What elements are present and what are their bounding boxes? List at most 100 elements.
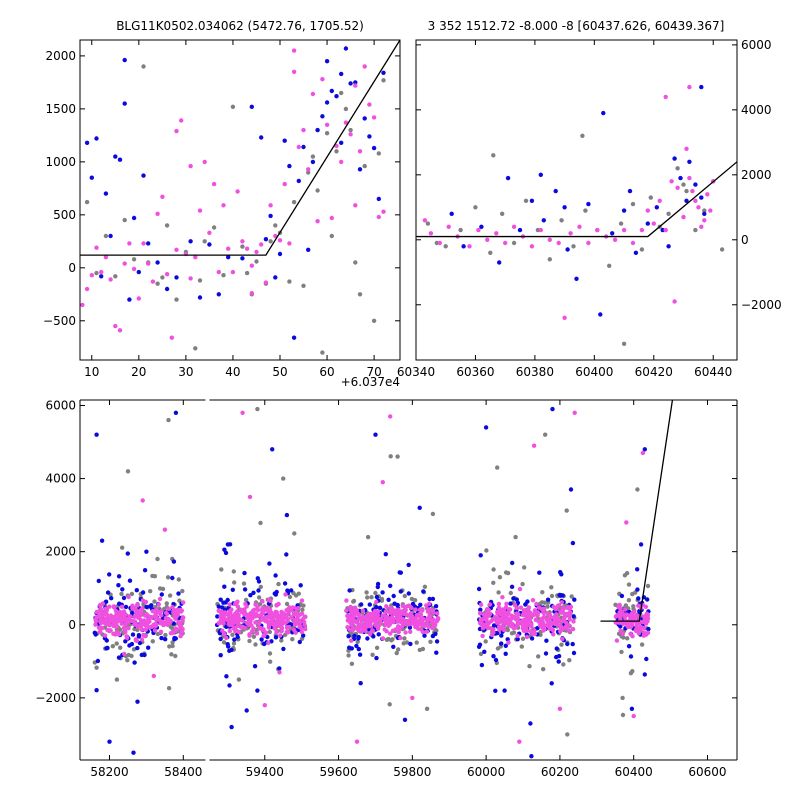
full-point-blue [433, 604, 439, 609]
full-point-pink [548, 614, 553, 619]
zoom-point-gray [131, 257, 137, 262]
zoom-point-blue [353, 80, 358, 85]
full-point-gray [508, 590, 513, 596]
full-point-pink [253, 620, 258, 625]
full-point-pink [283, 620, 288, 625]
full-point-blue [408, 641, 413, 647]
zoom-point-gray [381, 78, 386, 83]
full-point-blue [537, 570, 542, 575]
full-point-pink [400, 623, 405, 629]
full-outlier-blue [94, 432, 99, 437]
full-point-pink [99, 618, 104, 623]
full-point-pink [478, 621, 483, 626]
recent-point-pink [621, 227, 627, 233]
full-point-blue [104, 646, 109, 651]
full-point-pink [614, 638, 620, 643]
full-point-pink [154, 607, 159, 612]
full-point-pink [107, 628, 113, 633]
full-point-blue [478, 607, 483, 612]
zoom-point-blue [122, 101, 127, 106]
full-point-gray [484, 548, 489, 553]
full-point-gray [164, 601, 169, 606]
full-point-pink [520, 612, 526, 618]
zoom-point-gray [371, 318, 377, 323]
full-point-blue [571, 614, 576, 619]
full-point-pink [263, 630, 269, 635]
zoom-point-blue [343, 46, 349, 51]
full-point-pink [570, 626, 576, 632]
full-point-pink [166, 606, 171, 611]
full-point-pink [363, 628, 368, 634]
full-point-gray [387, 702, 392, 707]
full-point-blue [427, 596, 432, 602]
full-ytick-label: 4000 [45, 472, 76, 486]
recent-point-pink [428, 231, 434, 236]
zoom-point-pink [169, 335, 174, 340]
zoom-point-pink [291, 48, 297, 53]
full-point-gray [300, 607, 305, 612]
full-point-pink [409, 621, 414, 626]
full-point-gray [365, 595, 370, 600]
zoom-point-gray [334, 149, 339, 154]
zoom-point-pink [367, 102, 372, 107]
full-point-pink [150, 624, 155, 629]
recent-point-blue [699, 195, 704, 200]
full-point-pink [625, 623, 630, 629]
full-point-gray [129, 653, 134, 659]
full-point-blue [230, 587, 235, 592]
full-point-pink [144, 619, 150, 625]
zoom-ytick-label: 0 [68, 261, 76, 275]
full-point-gray [247, 638, 252, 644]
full-point-pink [114, 620, 119, 625]
recent-point-gray [523, 198, 529, 203]
zoom-point-blue [127, 297, 132, 302]
full-point-blue [549, 681, 554, 686]
full-point-pink [356, 628, 361, 633]
zoom-xtick-label: 70 [366, 365, 381, 379]
full-point-blue [635, 587, 640, 592]
zoom-point-blue [131, 215, 137, 221]
full-point-pink [527, 616, 533, 622]
full-point-pink [380, 636, 386, 641]
full-point-pink [257, 625, 262, 630]
full-point-blue [170, 575, 175, 581]
full-point-blue [365, 636, 370, 641]
full-point-pink [515, 622, 520, 628]
recent-point-gray [511, 240, 517, 246]
zoom-point-pink [249, 291, 254, 296]
full-point-pink [403, 605, 408, 610]
full-point-gray [219, 567, 224, 572]
zoom-point-gray [348, 127, 353, 133]
full-point-gray [180, 588, 185, 594]
zoom-point-pink [235, 189, 240, 194]
recent-point-pink [687, 175, 692, 181]
full-point-blue [619, 593, 625, 599]
full-point-pink [408, 611, 413, 616]
full-point-pink [124, 634, 129, 639]
full-point-blue [134, 588, 139, 593]
zoom-point-blue [188, 239, 193, 244]
full-point-gray [258, 520, 263, 526]
full-point-pink [247, 618, 253, 624]
zoom-point-pink [334, 143, 339, 149]
zoom-point-gray [353, 260, 358, 265]
full-point-pink [98, 604, 103, 609]
full-point-gray [110, 644, 116, 649]
full-point-pink [294, 606, 299, 612]
zoom-point-gray [329, 233, 334, 239]
full-point-gray [118, 645, 123, 650]
recent-point-blue [586, 201, 591, 207]
full-point-gray [374, 645, 380, 650]
zoom-point-pink [339, 159, 344, 165]
full-point-pink [527, 622, 533, 627]
recent-point-pink [699, 224, 704, 229]
recent-points [416, 84, 737, 346]
full-point-pink [534, 601, 539, 607]
zoom-point-blue [273, 275, 278, 280]
full-point-pink [147, 614, 153, 620]
recent-point-pink [696, 205, 701, 210]
full-point-blue [224, 674, 229, 679]
full-point-blue [367, 602, 372, 607]
full-point-pink [551, 615, 557, 620]
zoom-point-pink [254, 249, 259, 255]
